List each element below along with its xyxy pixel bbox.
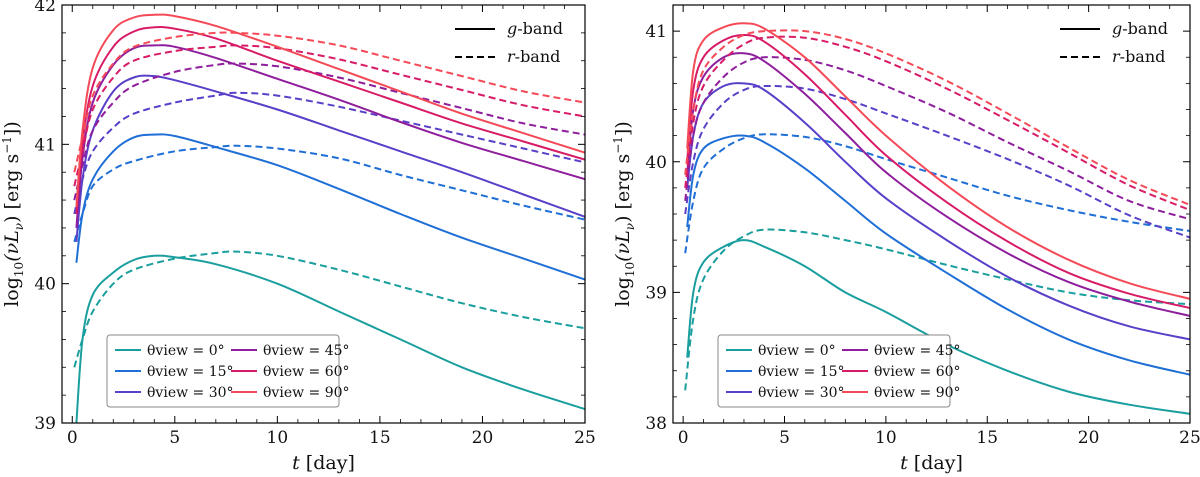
band-legend-label: g-band: [507, 19, 563, 38]
x-tick-label: 5: [169, 428, 180, 448]
series-2-r-band-line: [73, 91, 585, 215]
angle-legend-label: θview = 15°: [147, 364, 234, 380]
series-lines: [684, 22, 1190, 415]
angle-legend-label: θview = 30°: [147, 385, 234, 401]
series-5-g-band-line: [75, 13, 585, 208]
series-1-r-band-line: [73, 144, 585, 243]
angle-legend-label: θview = 90°: [874, 385, 961, 401]
x-tick-label: 20: [472, 428, 494, 448]
y-tick-label: 40: [645, 153, 667, 173]
angle-legend-label: θview = 45°: [263, 343, 350, 359]
band-legend-label: r-band: [1112, 47, 1165, 66]
angle-legend-label: θview = 0°: [758, 343, 836, 359]
y-tick-label: 39: [34, 414, 56, 434]
angle-legend-box: [717, 334, 951, 408]
angle-legend-label: θview = 90°: [263, 385, 350, 401]
series-5-r-band-line: [684, 29, 1190, 206]
series-0-g-band-line: [686, 239, 1190, 415]
series-3-r-band-line: [684, 56, 1190, 221]
band-legend-label: r-band: [507, 47, 560, 66]
angle-legend-label: θview = 45°: [874, 343, 961, 359]
series-4-g-band-line: [686, 33, 1190, 309]
band-legend-label: g-band: [1112, 19, 1168, 38]
panel-right: 0 5 10 15 20 25 38 39 40 41 t [day] log10(νLν) [erg…: [611, 4, 1200, 474]
x-tick-label: 25: [574, 428, 596, 448]
series-0-g-band-line: [75, 254, 585, 423]
plot-frame: [61, 4, 586, 424]
y-axis-label: log10(νLν) [erg s−1]): [0, 121, 26, 307]
y-tick-label: 42: [34, 0, 56, 16]
x-axis-label: t [day]: [292, 452, 355, 474]
angle-legend-label: θview = 60°: [874, 364, 961, 380]
y-tick-label: 38: [645, 414, 667, 434]
y-tick-label: 41: [645, 22, 667, 42]
x-tick-label: 10: [267, 428, 289, 448]
series-0-r-band-line: [73, 250, 585, 368]
series-2-g-band-line: [75, 74, 585, 242]
angle-legend-label: θview = 15°: [758, 364, 845, 380]
series-3-g-band-line: [686, 52, 1190, 317]
series-5-g-band-line: [686, 22, 1190, 300]
series-4-r-band-line: [73, 44, 585, 187]
x-tick-label: 0: [678, 428, 689, 448]
x-tick-label: 25: [1179, 428, 1200, 448]
x-tick-label: 0: [67, 428, 78, 448]
series-2-r-band-line: [684, 84, 1190, 239]
panel-left: 0 5 10 15 20 25 39 40 41 42 t [day] log10(νLν) [erg…: [0, 0, 596, 474]
x-tick-label: 15: [369, 428, 391, 448]
angle-legend-label: θview = 30°: [758, 385, 845, 401]
series-1-g-band-line: [75, 133, 585, 281]
series-3-r-band-line: [73, 62, 585, 201]
series-0-r-band-line: [684, 228, 1190, 391]
angle-legend-box: [106, 334, 340, 408]
series-lines: [73, 13, 585, 423]
series-4-g-band-line: [75, 26, 585, 215]
series-1-g-band-line: [686, 134, 1190, 376]
angle-legend-label: θview = 60°: [263, 364, 350, 380]
x-tick-label: 20: [1078, 428, 1100, 448]
series-5-r-band-line: [73, 31, 585, 173]
series-3-g-band-line: [75, 44, 585, 228]
x-tick-label: 5: [779, 428, 790, 448]
y-axis-label: log10(νLν) [erg s−1]): [611, 121, 637, 307]
series-4-r-band-line: [684, 35, 1190, 212]
x-axis-label: t [day]: [900, 452, 963, 474]
x-tick-label: 10: [875, 428, 897, 448]
angle-legend-label: θview = 0°: [147, 343, 225, 359]
x-tick-label: 15: [976, 428, 998, 448]
y-tick-label: 39: [645, 283, 667, 303]
y-tick-label: 40: [34, 275, 56, 295]
y-tick-label: 41: [34, 135, 56, 155]
